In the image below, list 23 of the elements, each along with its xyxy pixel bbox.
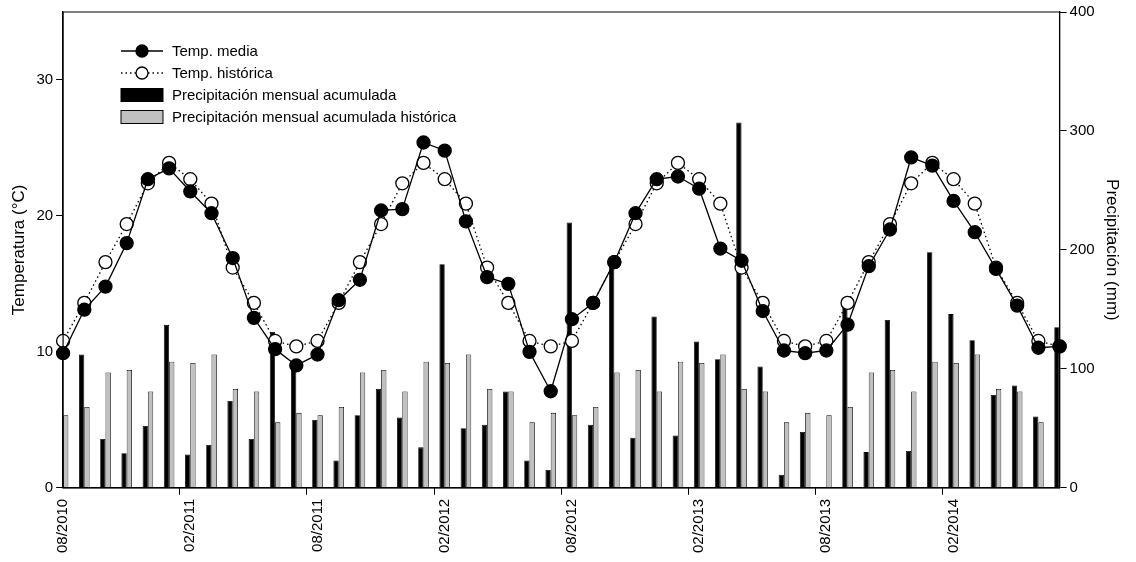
y-tick-label: 10 [36, 341, 54, 359]
legend-label: Precipitación mensual acumulada histórica [172, 107, 457, 127]
legend-label: Temp. histórica [172, 63, 273, 83]
y-tick-label: 0 [44, 477, 54, 495]
y-tick-label: 30 [36, 70, 54, 88]
x-tick-label: 08/2013 [816, 498, 834, 554]
x-tick-label: 02/2014 [943, 498, 961, 554]
x-tick-label: 02/2011 [180, 498, 198, 552]
legend-label: Precipitación mensual acumulada [172, 85, 397, 105]
y2-axis-title: Precipitación (mm) [1103, 179, 1123, 321]
y-tick-label: 20 [36, 206, 54, 224]
x-tick-label: 08/2012 [562, 498, 580, 554]
y2-tick-label: 100 [1069, 358, 1095, 376]
x-tick-label: 02/2013 [689, 498, 707, 554]
x-tick-label: 08/2011 [307, 498, 325, 552]
y2-tick-label: 300 [1069, 121, 1095, 139]
legend-label: Temp. media [172, 41, 258, 61]
x-tick-label: 08/2010 [53, 498, 71, 554]
y2-tick-label: 400 [1069, 2, 1095, 20]
y-axis-title: Temperatura (°C) [8, 184, 28, 316]
x-tick-label: 02/2012 [434, 498, 452, 554]
y2-tick-label: 200 [1069, 240, 1095, 258]
y2-tick-label: 0 [1069, 477, 1078, 495]
